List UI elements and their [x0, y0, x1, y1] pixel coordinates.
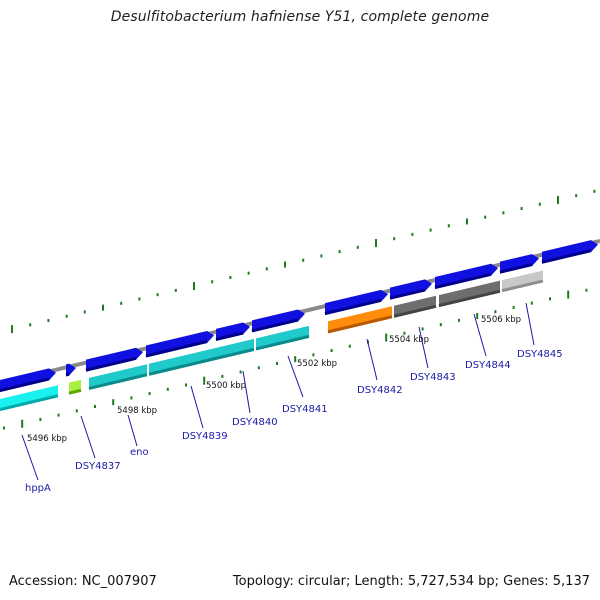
kbp-label: 5500 kbp [206, 381, 246, 391]
forward-gene-arrow-2-shade [65, 372, 70, 377]
reverse-gene-segment-3-shade [88, 373, 148, 390]
gene-label: DSY4842 [357, 385, 403, 396]
reverse-gene-segment-2-shade [68, 388, 82, 395]
forward-gene-arrow-7-shade [324, 298, 382, 316]
gene-label: DSY4845 [517, 349, 563, 360]
gene-label: DSY4843 [410, 372, 456, 383]
gene-label-leader [287, 355, 304, 398]
reverse-gene-segment-1-shade [0, 394, 59, 411]
kbp-label: 5496 kbp [27, 434, 67, 444]
forward-gene-arrow-6-shade [251, 318, 299, 333]
gene-label: eno [130, 447, 149, 458]
gene-labels: hppA DSY4837 eno DSY4839 DSY4840 DSY4841 DSY48… [21, 302, 563, 494]
reverse-gene-segment-7-shade [393, 304, 437, 318]
reverse-gene-segment-8-shade [438, 289, 501, 308]
gene-label-leader [80, 415, 96, 459]
kbp-labels: 5496 kbp 5498 kbp 5500 kbp 5502 kbp 5504 kbp… [27, 315, 521, 444]
forward-gene-arrow-8-shade [389, 288, 426, 300]
reverse-strand-genes [0, 270, 544, 411]
kbp-label: 5502 kbp [297, 359, 337, 369]
gene-label: DSY4840 [232, 417, 278, 428]
gene-label: hppA [25, 483, 51, 494]
outer-tick-marks [11, 189, 596, 334]
forward-gene-arrow-9-shade [434, 272, 492, 289]
gene-label: DSY4844 [465, 360, 511, 371]
reverse-gene-segment-9-shade [501, 279, 544, 293]
gene-label-leader [127, 414, 138, 447]
gene-label-leader [242, 370, 251, 414]
gene-label: DSY4839 [182, 431, 228, 442]
forward-gene-arrow-11-shade [541, 249, 592, 264]
forward-gene-arrow-4-shade [145, 340, 208, 358]
accession-label: Accession: NC_007907 [9, 574, 157, 589]
kbp-label: 5506 kbp [481, 315, 521, 325]
forward-gene-arrow-1-shade [0, 377, 50, 392]
gene-label-leader [21, 434, 39, 481]
gene-label-leader [525, 302, 535, 346]
forward-gene-arrow-5-shade [215, 331, 244, 341]
genome-title: Desulfitobacterium hafniense Y51, comple… [110, 9, 490, 25]
gene-label: DSY4841 [282, 404, 328, 415]
inner-tick-marks [3, 288, 588, 430]
gene-label-leader [473, 313, 487, 357]
genome-summary: Topology: circular; Length: 5,727,534 bp… [232, 574, 590, 589]
forward-strand-genes [0, 240, 598, 392]
kbp-label: 5504 kbp [389, 335, 429, 345]
reverse-gene-segment-4-shade [148, 347, 255, 376]
gene-label-leader [366, 338, 378, 381]
forward-gene-arrow-3-shade [85, 356, 137, 372]
gene-label-leader [190, 385, 204, 429]
reverse-gene-segment-5-shade [255, 334, 310, 351]
kbp-label: 5498 kbp [117, 406, 157, 416]
gene-label: DSY4837 [75, 461, 121, 472]
reverse-gene-segment-6-shade [327, 315, 393, 334]
forward-gene-arrow-10-shade [499, 263, 533, 274]
gene-label-leader [418, 326, 429, 369]
